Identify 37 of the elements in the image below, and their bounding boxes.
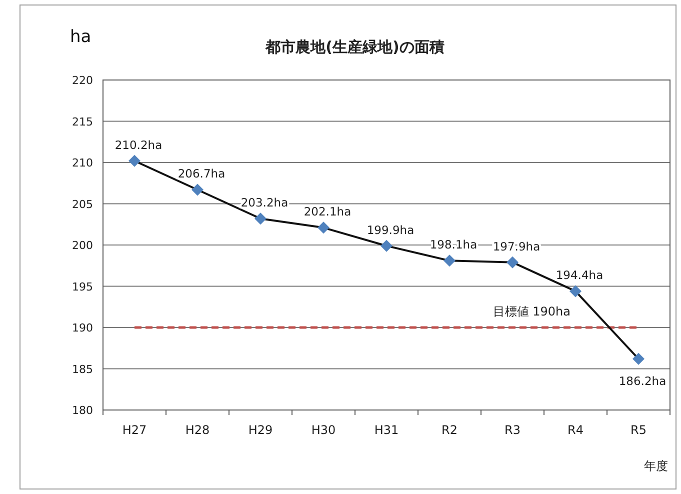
y-tick-label: 220: [72, 74, 93, 87]
point: [632, 352, 644, 365]
x-tick-label: R2: [442, 423, 458, 437]
point: [192, 184, 204, 196]
data-label: 194.4ha: [556, 268, 604, 282]
data-label: 202.1ha: [304, 204, 352, 219]
data-label: 186.2ha: [618, 374, 666, 388]
x-tick-label: H27: [122, 423, 147, 437]
point: [506, 256, 518, 268]
data-label: 210.2ha: [114, 138, 162, 152]
point: [570, 285, 582, 298]
y-tick-label: 185: [72, 362, 93, 376]
data-label: 199.9ha: [366, 222, 414, 237]
point: [380, 240, 392, 252]
x-tick-label: H30: [311, 423, 336, 437]
point: [254, 212, 266, 225]
x-tick-label: H28: [185, 423, 210, 437]
point: [318, 222, 330, 234]
point: [128, 154, 140, 167]
y-tick-label: 195: [72, 280, 93, 294]
y-tick-label: 200: [72, 239, 93, 252]
x-tick-label: R3: [504, 423, 520, 437]
x-tick-label: R4: [568, 423, 584, 437]
x-tick-label: R5: [630, 423, 646, 437]
chart-title: 都市農地(生産緑地)の面積: [264, 38, 444, 56]
point: [444, 254, 456, 267]
x-axis-title: 年度: [644, 459, 668, 473]
y-tick-label: 205: [72, 198, 93, 211]
data-label: 206.7ha: [178, 166, 226, 181]
y-tick-label: 215: [72, 115, 93, 128]
x-tick-label: H29: [248, 423, 273, 437]
y-tick-label: 180: [72, 404, 93, 417]
ref-line-label: 目標値 190ha: [492, 304, 570, 318]
y-axis-title: ha: [70, 27, 92, 47]
y-tick-label: 210: [72, 156, 93, 170]
y-tick-label: 190: [72, 322, 93, 334]
x-tick-label: H31: [374, 423, 399, 437]
